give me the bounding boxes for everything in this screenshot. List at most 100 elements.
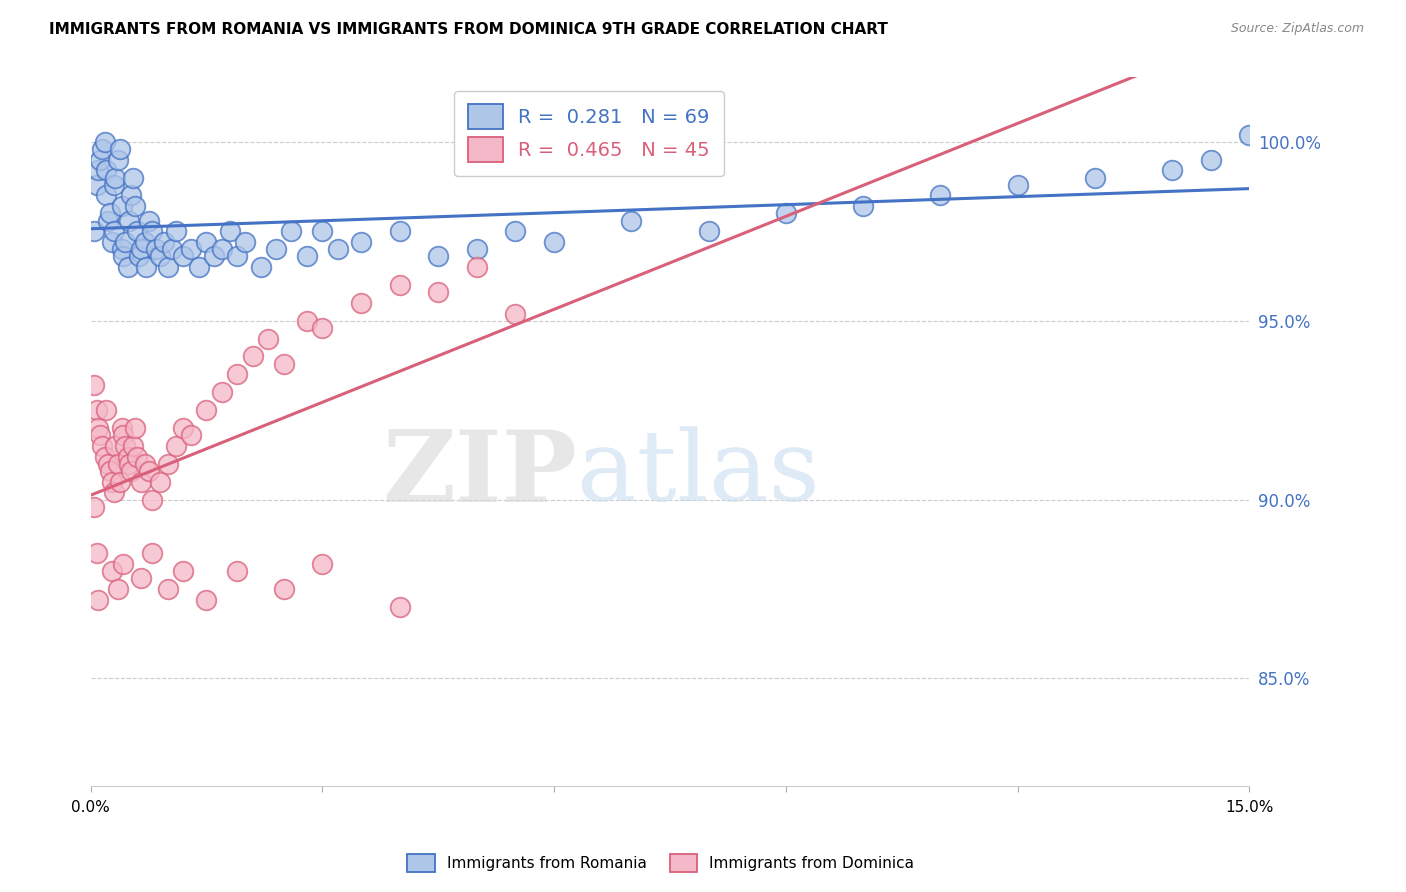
Point <box>120 188 142 202</box>
Point <box>104 170 127 185</box>
Point <box>195 235 218 249</box>
Point <box>89 428 111 442</box>
Point <box>156 582 179 596</box>
Point <box>141 492 163 507</box>
Point <box>211 242 233 256</box>
Point <box>112 428 135 442</box>
Point <box>120 464 142 478</box>
Point <box>172 249 194 263</box>
Point <box>505 306 527 320</box>
Point <box>226 368 249 382</box>
Point <box>233 235 256 249</box>
Point <box>94 163 117 178</box>
Point <box>103 224 125 238</box>
Point <box>202 249 225 263</box>
Point <box>180 242 202 256</box>
Point <box>350 235 373 249</box>
Point <box>118 457 141 471</box>
Point <box>107 153 129 167</box>
Point <box>112 249 135 263</box>
Point <box>311 557 333 571</box>
Point <box>465 242 488 256</box>
Point <box>280 224 302 238</box>
Point <box>465 260 488 274</box>
Point <box>149 475 172 489</box>
Point <box>128 249 150 263</box>
Point <box>124 421 146 435</box>
Point <box>273 357 295 371</box>
Point <box>165 224 187 238</box>
Point <box>218 224 240 238</box>
Point <box>104 439 127 453</box>
Point <box>114 235 136 249</box>
Point <box>103 485 125 500</box>
Point <box>427 285 450 299</box>
Point <box>129 571 152 585</box>
Point <box>89 153 111 167</box>
Point <box>156 260 179 274</box>
Point <box>195 403 218 417</box>
Point <box>172 564 194 578</box>
Point <box>108 475 131 489</box>
Point <box>172 421 194 435</box>
Point <box>101 235 124 249</box>
Point <box>122 439 145 453</box>
Point <box>249 260 271 274</box>
Point <box>1084 170 1107 185</box>
Point <box>388 224 411 238</box>
Text: 15.0%: 15.0% <box>1225 800 1274 815</box>
Point <box>125 450 148 464</box>
Point <box>1239 128 1261 142</box>
Legend: Immigrants from Romania, Immigrants from Dominica: Immigrants from Romania, Immigrants from… <box>399 846 922 880</box>
Point <box>112 557 135 571</box>
Text: atlas: atlas <box>578 426 820 522</box>
Point <box>83 224 105 238</box>
Point <box>697 224 720 238</box>
Point <box>93 135 115 149</box>
Text: 0.0%: 0.0% <box>72 800 110 815</box>
Point <box>124 199 146 213</box>
Point <box>311 321 333 335</box>
Point <box>929 188 952 202</box>
Point <box>149 249 172 263</box>
Point <box>505 224 527 238</box>
Point <box>125 224 148 238</box>
Point <box>311 224 333 238</box>
Point <box>87 592 110 607</box>
Text: Source: ZipAtlas.com: Source: ZipAtlas.com <box>1230 22 1364 36</box>
Point <box>87 163 110 178</box>
Point <box>110 421 132 435</box>
Point <box>98 206 121 220</box>
Point <box>264 242 287 256</box>
Point <box>118 213 141 227</box>
Point <box>388 277 411 292</box>
Point <box>91 439 114 453</box>
Point <box>122 170 145 185</box>
Point <box>86 178 108 192</box>
Point <box>110 199 132 213</box>
Point <box>156 457 179 471</box>
Point <box>226 564 249 578</box>
Point <box>83 378 105 392</box>
Point <box>94 403 117 417</box>
Point <box>388 599 411 614</box>
Point <box>620 213 643 227</box>
Point <box>86 403 108 417</box>
Point <box>83 500 105 514</box>
Point <box>852 199 875 213</box>
Point <box>775 206 797 220</box>
Point <box>242 350 264 364</box>
Point <box>211 385 233 400</box>
Point <box>134 235 156 249</box>
Point <box>129 475 152 489</box>
Point <box>350 295 373 310</box>
Point <box>110 242 132 256</box>
Point <box>226 249 249 263</box>
Point <box>160 242 183 256</box>
Text: IMMIGRANTS FROM ROMANIA VS IMMIGRANTS FROM DOMINICA 9TH GRADE CORRELATION CHART: IMMIGRANTS FROM ROMANIA VS IMMIGRANTS FR… <box>49 22 889 37</box>
Point <box>1199 153 1222 167</box>
Point <box>101 475 124 489</box>
Point <box>165 439 187 453</box>
Point <box>141 546 163 560</box>
Point <box>117 260 139 274</box>
